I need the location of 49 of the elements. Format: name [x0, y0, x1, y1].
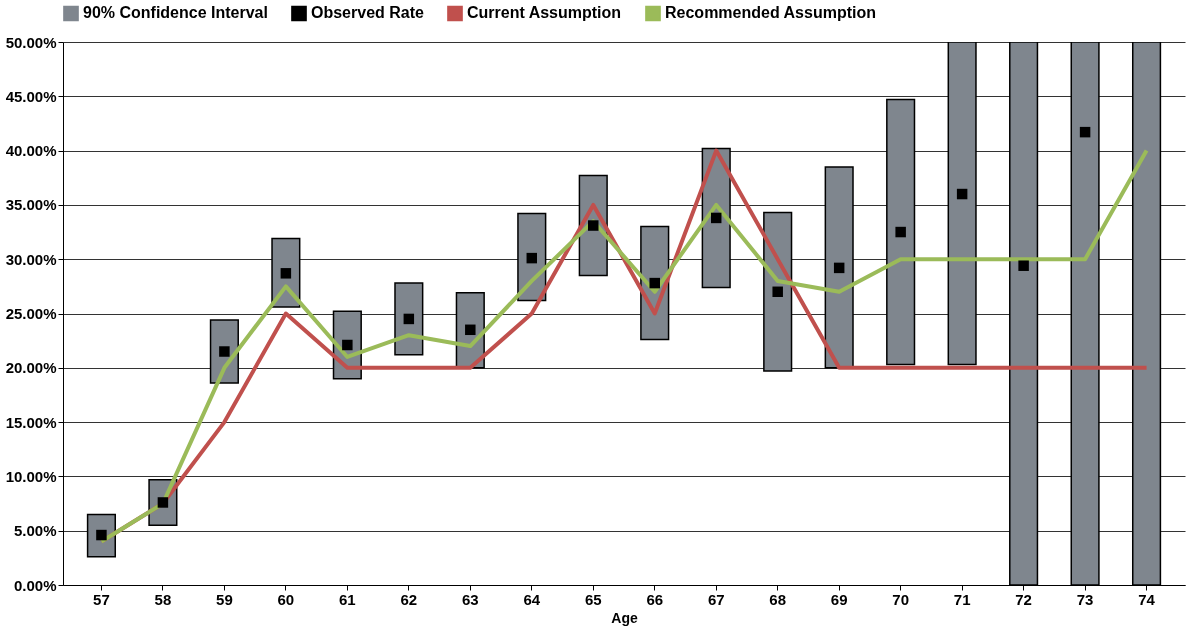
x-tick-label: 63: [461, 590, 479, 608]
point: [1079, 126, 1091, 138]
y-tick-label: 30.00%: [5, 250, 57, 268]
legend-label: Observed Rate: [311, 4, 425, 22]
x-tick-label: 62: [400, 590, 418, 608]
x-tick-label: 69: [830, 590, 848, 608]
y-tick-label: 45.00%: [5, 87, 57, 105]
x-tick-label: 70: [892, 590, 909, 608]
x-tick-label: 71: [953, 590, 971, 608]
y-tick-label: 50.00%: [5, 33, 57, 51]
y-tick-label: 10.00%: [5, 467, 57, 485]
point: [526, 252, 538, 264]
point: [280, 268, 292, 279]
point: [403, 313, 415, 325]
legend-label: Recommended Assumption: [665, 4, 876, 22]
point: [1018, 260, 1029, 271]
legend-label: 90% Confidence Interval: [83, 4, 268, 22]
point: [772, 286, 783, 298]
x-tick-label: 58: [154, 590, 172, 608]
x-tick-label: 66: [646, 590, 664, 608]
x-tick-label: 59: [216, 590, 233, 608]
x-tick-label: 67: [707, 590, 725, 608]
x-tick-label: 64: [523, 590, 541, 608]
y-tick-label: 20.00%: [5, 359, 57, 377]
x-tick-label: 73: [1076, 590, 1094, 608]
point: [895, 226, 906, 238]
x-tick-label: 68: [769, 590, 787, 608]
y-tick-label: 15.00%: [5, 413, 57, 431]
point: [342, 339, 353, 351]
point: [956, 188, 968, 200]
x-tick-label: 74: [1138, 590, 1156, 608]
point: [219, 346, 230, 357]
point: [465, 324, 476, 336]
x-axis-title: Age: [611, 609, 638, 626]
point: [833, 262, 845, 274]
x-tick-label: 65: [584, 590, 602, 608]
y-tick-label: 25.00%: [5, 305, 57, 322]
y-tick-label: 5.00%: [13, 522, 57, 540]
y-tick-label: 40.00%: [5, 142, 57, 160]
point: [649, 277, 660, 289]
x-tick-label: 72: [1015, 590, 1032, 608]
point: [588, 220, 599, 231]
y-tick-label: 0.00%: [13, 576, 57, 594]
x-tick-label: 61: [339, 590, 356, 608]
legend-label: Current Assumption: [467, 4, 622, 22]
point: [710, 212, 722, 224]
x-tick-label: 57: [93, 590, 110, 608]
x-tick-label: 60: [277, 590, 295, 608]
y-tick-label: 35.00%: [5, 196, 57, 214]
